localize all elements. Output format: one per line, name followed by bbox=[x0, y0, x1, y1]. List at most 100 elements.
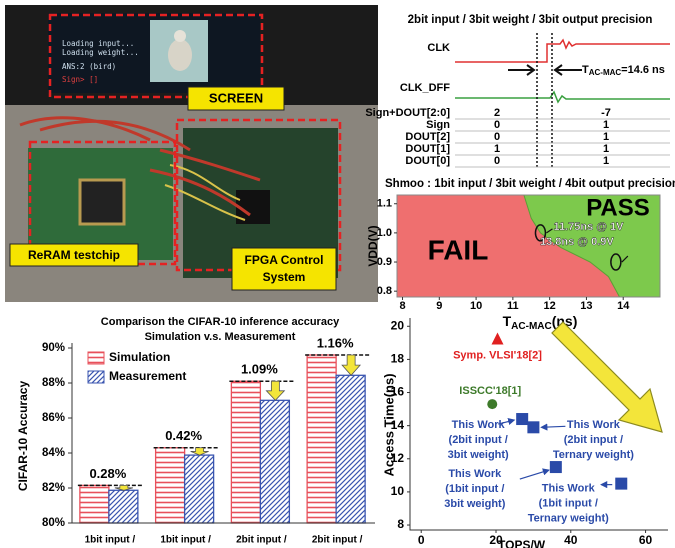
annotation-sub: AC-MAC bbox=[589, 68, 622, 77]
region-label: PASS bbox=[586, 194, 650, 221]
legend-label: Measurement bbox=[109, 369, 186, 383]
difference-label: 0.42% bbox=[165, 428, 202, 443]
point-label: This Work bbox=[542, 483, 596, 495]
bar-chart: Comparison the CIFAR-10 inference accura… bbox=[16, 316, 375, 546]
bar bbox=[156, 448, 185, 523]
point bbox=[527, 421, 539, 433]
row-value: -7 bbox=[601, 107, 611, 119]
y-tick-label: 86% bbox=[42, 412, 65, 424]
timing-arrows bbox=[508, 65, 582, 75]
y-tick-label: 84% bbox=[42, 447, 65, 459]
page: { "photo": { "screen_lines": ["Loading i… bbox=[0, 0, 675, 548]
x-tick-label: 11 bbox=[507, 300, 519, 312]
x-tick-label: 10 bbox=[470, 300, 482, 312]
point-label: This Work bbox=[567, 419, 621, 431]
x-tick-label: 9 bbox=[436, 300, 442, 312]
point-label: This Work bbox=[448, 468, 502, 480]
y-tick-label: 20 bbox=[391, 318, 405, 332]
point-label: 3bit weight) bbox=[444, 498, 505, 510]
bird-head bbox=[174, 30, 186, 42]
row-value: 0 bbox=[494, 155, 500, 167]
figure: Loading input... Loading weight... ANS:2… bbox=[0, 0, 675, 548]
photo: Loading input... Loading weight... ANS:2… bbox=[5, 5, 378, 302]
photo-label: ReRAM testchip bbox=[28, 248, 120, 262]
x-tick-label: 8 bbox=[399, 300, 405, 312]
row-value: 1 bbox=[603, 119, 609, 131]
x-tick-label: 40 bbox=[564, 533, 578, 547]
difference-arrow bbox=[342, 355, 360, 375]
point bbox=[516, 413, 528, 425]
bar bbox=[80, 485, 109, 523]
point-label: Symp. VLSI'18[2] bbox=[453, 349, 542, 361]
point-label: (1bit input / bbox=[445, 483, 504, 495]
y-axis-label: CIFAR-10 Accuracy bbox=[16, 381, 30, 492]
point bbox=[615, 478, 627, 490]
y-tick-label: 1.1 bbox=[377, 198, 392, 210]
screen-text: Loading weight... bbox=[62, 48, 139, 57]
label-pointer bbox=[541, 426, 565, 427]
y-axis-label: VDD(V) bbox=[366, 225, 380, 266]
x-tick-label: 60 bbox=[639, 533, 653, 547]
signal-label: CLK_DFF bbox=[400, 82, 450, 94]
row-value: 1 bbox=[603, 143, 609, 155]
row-label: Sign bbox=[426, 119, 450, 131]
point bbox=[487, 399, 497, 409]
bar bbox=[109, 490, 138, 523]
bar bbox=[336, 375, 365, 523]
row-value: 0 bbox=[494, 131, 500, 143]
clk-dff-trace bbox=[455, 92, 670, 102]
chart-title: Comparison the CIFAR-10 inference accura… bbox=[101, 316, 340, 328]
timing-annotation: TAC-MAC=14.6 ns bbox=[582, 64, 665, 77]
bird bbox=[168, 39, 192, 71]
x-tick-label: 0 bbox=[418, 533, 425, 547]
point-label: Ternary weight) bbox=[528, 513, 609, 525]
difference-arrow bbox=[266, 381, 284, 400]
signal-label: CLK bbox=[427, 42, 450, 54]
bar bbox=[231, 381, 260, 523]
point-label: (1bit input / bbox=[539, 498, 598, 510]
highlight-arrow bbox=[552, 322, 662, 432]
x-tick-label: 1bit input / bbox=[85, 535, 136, 546]
y-tick-label: 8 bbox=[397, 517, 404, 531]
x-label-sub: AC-MAC bbox=[511, 321, 552, 332]
legend-swatch bbox=[88, 352, 104, 364]
row-label: DOUT[1] bbox=[405, 143, 450, 155]
difference-label: 0.28% bbox=[89, 466, 126, 481]
clk-trace bbox=[455, 40, 670, 62]
row-value: 0 bbox=[494, 119, 500, 131]
bar bbox=[185, 455, 214, 523]
x-tick-label: 2bit input / bbox=[236, 535, 287, 546]
photo-label: System bbox=[263, 270, 306, 284]
legend-swatch bbox=[88, 371, 104, 383]
photo-label: SCREEN bbox=[209, 90, 263, 105]
y-tick-label: 82% bbox=[42, 482, 65, 494]
x-tick-label: 2bit input / bbox=[312, 535, 363, 546]
difference-label: 1.16% bbox=[317, 335, 354, 350]
row-value: 2 bbox=[494, 107, 500, 119]
x-tick-label: 1bit input / bbox=[160, 535, 211, 546]
point-label: 3bit weight) bbox=[448, 449, 509, 461]
point-label: ISSCC'18[1] bbox=[459, 385, 521, 397]
chart-title: Shmoo : 1bit input / 3bit weight / 4bit … bbox=[385, 178, 675, 190]
x-tick-label: 12 bbox=[544, 300, 556, 312]
row-label: DOUT[0] bbox=[405, 155, 450, 167]
row-value: 1 bbox=[603, 155, 609, 167]
waveform-title: 2bit input / 3bit weight / 3bit output p… bbox=[408, 14, 653, 26]
bar bbox=[260, 400, 289, 523]
x-tick-label: 13 bbox=[580, 300, 592, 312]
chart-title: Simulation v.s. Measurement bbox=[145, 331, 296, 343]
y-tick-label: 90% bbox=[42, 342, 65, 354]
difference-arrow bbox=[191, 448, 209, 455]
y-tick-label: 0.8 bbox=[377, 285, 392, 297]
row-label: Sign+DOUT[2:0] bbox=[365, 107, 450, 119]
y-tick-label: 80% bbox=[42, 517, 65, 529]
x-tick-label: 14 bbox=[617, 300, 630, 312]
bar bbox=[307, 355, 336, 523]
label-pointer bbox=[520, 470, 549, 479]
row-value: 1 bbox=[603, 131, 609, 143]
scatter-plot: 81012141618200204060TOPS/WAccess Time(ns… bbox=[381, 318, 668, 548]
screen-text: Loading input... bbox=[62, 39, 134, 48]
point-label: (2bit input / bbox=[449, 434, 508, 446]
photo-label: FPGA Control bbox=[245, 253, 324, 267]
